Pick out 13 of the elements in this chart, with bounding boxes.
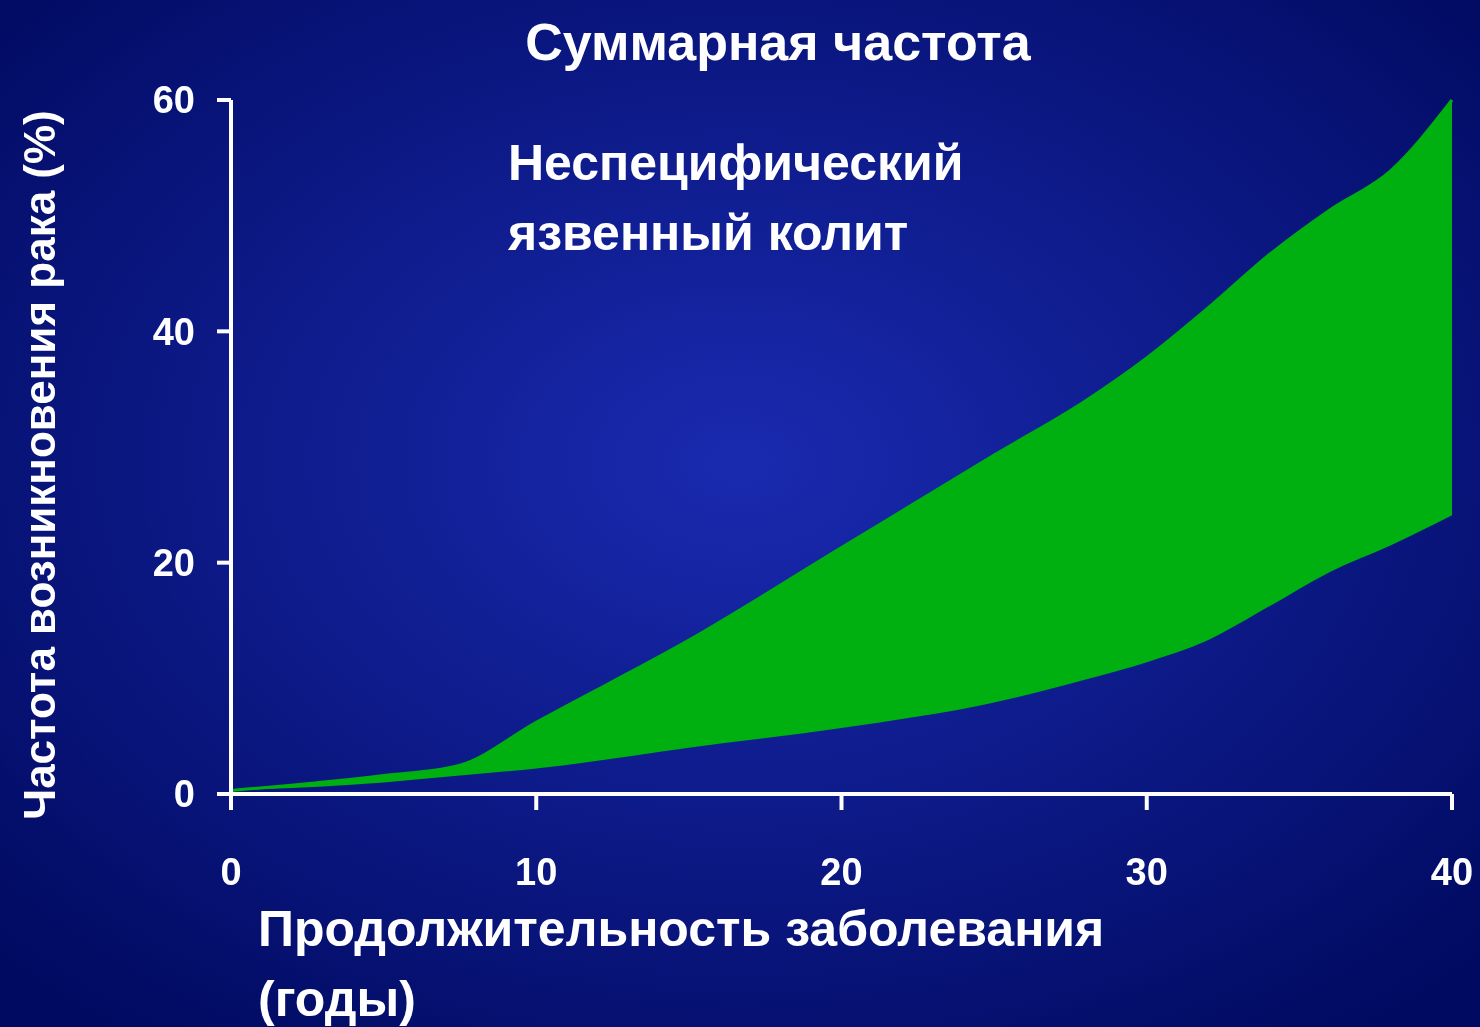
x-tick-label: 0 [220, 851, 242, 893]
x-tick-label: 30 [1125, 851, 1168, 893]
y-axis-title: Частота возникновения рака (%) [15, 110, 64, 820]
y-tick-label: 40 [152, 310, 195, 353]
x-tick-label: 20 [820, 851, 863, 893]
x-tick-label: 10 [515, 851, 558, 893]
x-tick-label: 40 [1430, 851, 1474, 893]
y-tick-label: 0 [173, 773, 195, 816]
text: Неспецифический язвенный колит [507, 135, 964, 261]
y-tick-label: 60 [152, 79, 195, 122]
chart-title: Суммарная частота [525, 13, 1032, 71]
y-tick-label: 20 [152, 541, 195, 584]
x-axis-title: Продолжительность заболевания (годы) [258, 901, 1105, 1027]
